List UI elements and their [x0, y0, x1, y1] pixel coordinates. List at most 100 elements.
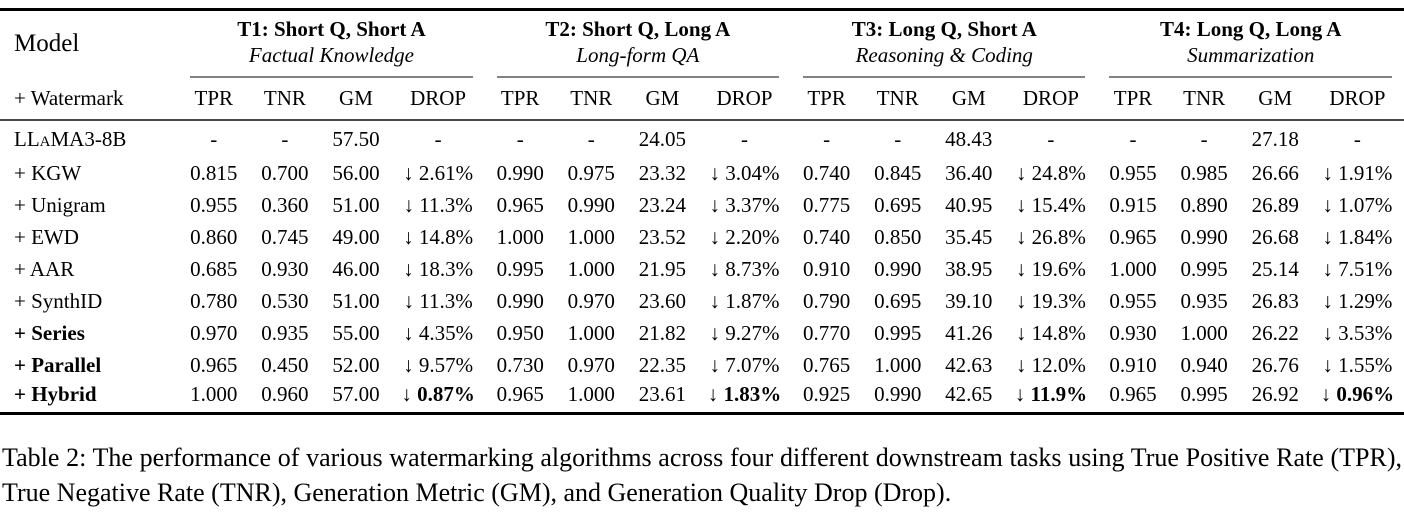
- table-row: + KGW 0.815 0.700 56.00 ↓ 2.61% 0.990 0.975 23.…: [0, 158, 1404, 190]
- table-cell: ↓ 14.8%: [1015, 321, 1086, 345]
- table-cell: ↓ 15.4%: [1015, 193, 1086, 217]
- table-cell: 21.82: [638, 321, 686, 345]
- table-cell: ↓ 2.20%: [709, 225, 780, 249]
- table-cell: 1.000: [178, 381, 250, 415]
- table-cell: ↓ 9.27%: [709, 321, 780, 345]
- table-cell: 0.740: [802, 161, 851, 185]
- table-cell: 0.530: [261, 289, 309, 313]
- table-cell: ↓ 24.8%: [1015, 161, 1086, 185]
- table-cell: 0.745: [261, 225, 309, 249]
- table-cell: ↓ 11.3%: [403, 193, 473, 217]
- table-cell: 0.965: [496, 193, 544, 217]
- table-cell: 0.360: [261, 193, 309, 217]
- column-header-drop: DROP: [391, 77, 485, 121]
- table-cell: 0.985: [1180, 161, 1228, 185]
- table-cell: 23.60: [638, 289, 686, 313]
- table-cell: ↓ 1.07%: [1322, 193, 1393, 217]
- table-cell: -: [740, 126, 748, 151]
- row-label: + Series: [14, 321, 85, 345]
- table-cell: 26.68: [1251, 225, 1299, 249]
- table-cell: 26.76: [1251, 353, 1299, 377]
- table-row: + Unigram 0.955 0.360 51.00 ↓ 11.3% 0.965 0.99…: [0, 190, 1404, 222]
- table-cell: 0.930: [1109, 321, 1157, 345]
- table-cell: 23.24: [638, 193, 686, 217]
- table-cell: 26.66: [1251, 161, 1299, 185]
- column-header-gm: GM: [320, 77, 392, 121]
- column-header-gm: GM: [933, 77, 1005, 121]
- table-cell: -: [281, 126, 289, 151]
- table-row: + Parallel 0.965 0.450 52.00 ↓ 9.57% 0.730 0.9…: [0, 350, 1404, 382]
- group-subtitle: Reasoning & Coding: [855, 43, 1033, 68]
- table-cell: 0.940: [1180, 353, 1228, 377]
- table-row: LLaMA3-8B - - 57.50 - - - 24.05 - - - 48.43 - - - 27.18…: [0, 120, 1404, 158]
- table-cell: 57.50: [332, 126, 380, 151]
- table-cell: 0.975: [567, 161, 615, 185]
- table-cell: 1.000: [567, 257, 615, 281]
- table-cell: 0.965: [190, 353, 238, 377]
- group-subtitle: Factual Knowledge: [248, 43, 414, 68]
- column-header-tpr: TPR: [484, 77, 556, 121]
- table-cell: -: [210, 126, 218, 151]
- row-label: + SynthID: [14, 289, 103, 313]
- table-cell: ↓ 7.07%: [709, 353, 780, 377]
- column-header-tnr: TNR: [555, 77, 627, 121]
- table-cell: 1.000: [496, 225, 544, 249]
- group-title: T2: Short Q, Long A: [545, 17, 731, 41]
- row-label: LLaMA3-8B: [14, 126, 127, 151]
- column-header-tnr: TNR: [249, 77, 321, 121]
- table-cell: 49.00: [332, 225, 380, 249]
- table-cell: 1.000: [1180, 321, 1228, 345]
- table-cell: 0.955: [190, 193, 238, 217]
- table-cell: 52.00: [332, 353, 380, 377]
- group-subtitle: Summarization: [1187, 43, 1315, 68]
- table-cell: 1.000: [567, 321, 615, 345]
- table-cell: 39.10: [945, 289, 993, 313]
- table-cell: 0.930: [261, 257, 309, 281]
- table-cell: 23.61: [626, 381, 698, 415]
- table-cell: 51.00: [332, 289, 380, 313]
- table-cell: 0.995: [1180, 257, 1228, 281]
- table-cell: 0.860: [190, 225, 238, 249]
- table-cell: 0.990: [567, 193, 615, 217]
- table-cell: ↓ 14.8%: [403, 225, 474, 249]
- results-table: Model T1: Short Q, Short A Factual Knowl…: [0, 8, 1404, 415]
- group-subtitle: Long-form QA: [576, 43, 700, 68]
- table-cell: 0.775: [802, 193, 851, 217]
- table-cell: 0.955: [1109, 161, 1157, 185]
- table-cell: 38.95: [945, 257, 993, 281]
- table-cell: -: [587, 126, 595, 151]
- table-cell: 23.32: [638, 161, 686, 185]
- table-cell: 0.965: [1109, 225, 1157, 249]
- group-title: T4: Long Q, Long A: [1160, 17, 1342, 41]
- table-cell: 56.00: [332, 161, 380, 185]
- table-cell: 26.22: [1251, 321, 1299, 345]
- table-cell: 0.970: [567, 289, 615, 313]
- table-cell: ↓ 18.3%: [403, 257, 474, 281]
- table-row: + EWD 0.860 0.745 49.00 ↓ 14.8% 1.000 1.000 23.…: [0, 222, 1404, 254]
- table-cell: 25.14: [1251, 257, 1299, 281]
- table-cell: 0.995: [874, 321, 922, 345]
- group-rule: [1109, 75, 1392, 78]
- row-label: + EWD: [14, 225, 79, 249]
- table-row: + Series 0.970 0.935 55.00 ↓ 4.35% 0.950 1.000…: [0, 318, 1404, 350]
- table-cell: ↓ 1.87%: [709, 289, 780, 313]
- table-cell: 26.89: [1251, 193, 1299, 217]
- table-cell: 1.000: [1109, 257, 1157, 281]
- table-cell: 0.915: [1109, 193, 1157, 217]
- table-cell: ↓ 8.73%: [709, 257, 780, 281]
- group-rule: [190, 75, 473, 78]
- table-cell: ↓ 3.53%: [1322, 321, 1393, 345]
- table-row: + AAR 0.685 0.930 46.00 ↓ 18.3% 0.995 1.000 21.…: [0, 254, 1404, 286]
- table-cell: 0.950: [496, 321, 544, 345]
- column-header-drop: DROP: [1310, 77, 1404, 121]
- table-cell: ↓ 1.55%: [1322, 353, 1393, 377]
- table-cell: -: [823, 126, 831, 151]
- table-caption: Table 2: The performance of various wate…: [2, 443, 1402, 507]
- table-header: Model T1: Short Q, Short A Factual Knowl…: [0, 10, 1404, 121]
- table-cell: -: [1129, 126, 1137, 151]
- table-cell: -: [434, 126, 442, 151]
- column-header-tpr: TPR: [1097, 77, 1169, 121]
- table-cell: 0.780: [190, 289, 238, 313]
- table-cell: 0.730: [496, 353, 544, 377]
- table-cell: 0.890: [1180, 193, 1228, 217]
